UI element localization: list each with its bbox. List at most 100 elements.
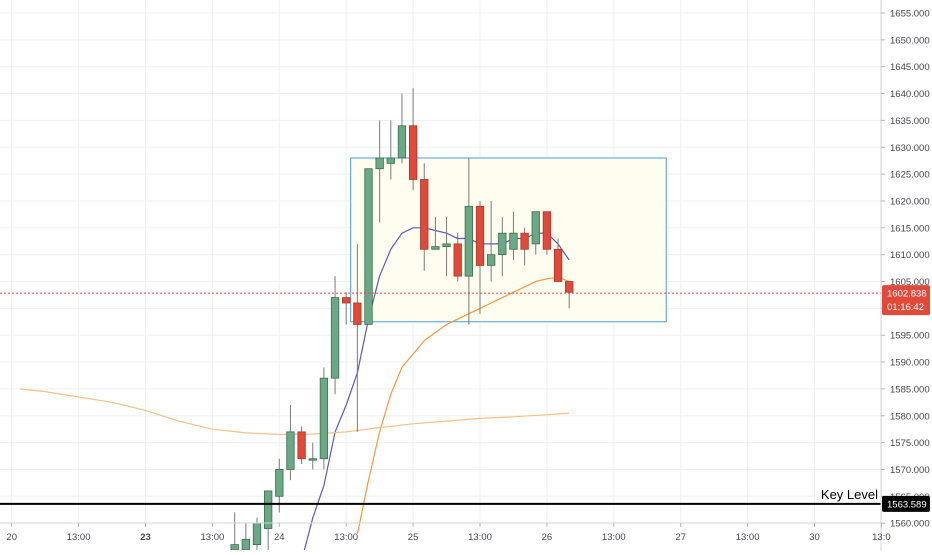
candle-body (330, 297, 340, 379)
candle-body (542, 211, 552, 250)
price-axis[interactable]: 1560.0001565.0001570.0001575.0001580.000… (880, 0, 930, 550)
time-tick-label: 13:00 (334, 532, 358, 543)
candle-up (531, 211, 540, 255)
candle-body (353, 302, 362, 325)
candle-up (241, 523, 251, 551)
candle-up (509, 211, 518, 261)
candle-down (553, 238, 563, 282)
time-tick-label: 13:0 (872, 532, 891, 543)
candle-up (442, 217, 451, 277)
candle-body (364, 168, 373, 325)
candle-body (475, 205, 485, 266)
price-axis-ticks: 1560.0001565.0001570.0001575.0001580.000… (881, 9, 930, 530)
price-tick-label: 1575.000 (890, 438, 930, 449)
candle-up (386, 120, 395, 180)
time-tick-label: 30 (809, 532, 820, 543)
time-tick-label: 13:00 (736, 532, 760, 543)
candle-up (397, 93, 407, 164)
price-tick-label: 1635.000 (890, 116, 930, 127)
candle-body (408, 125, 418, 180)
candle-down (542, 211, 552, 255)
candle-body (498, 232, 507, 256)
time-tick-label: 13:00 (201, 532, 225, 543)
candle-up (364, 168, 373, 325)
candle-body (565, 281, 574, 293)
moving-average-line-3 (19, 388, 570, 436)
candle-down (475, 200, 485, 314)
time-tick-label: 13:00 (602, 532, 626, 543)
price-tick-label: 1645.000 (890, 62, 930, 73)
candle-down (353, 243, 362, 432)
candle-up (330, 276, 340, 395)
candle-up (486, 200, 496, 282)
candle-up (319, 367, 329, 470)
candle-up (308, 442, 317, 470)
candle-down (565, 281, 574, 309)
candle-up (431, 217, 440, 250)
candle-body (230, 544, 239, 551)
candle-up (286, 405, 295, 481)
candle-body (453, 243, 462, 277)
current-price-value: 1602.838 (887, 289, 927, 300)
time-tick-label: 24 (274, 532, 285, 543)
time-axis-ticks: 20 13:00 23 13:00 24 13:00 25 13:00 26 13:00 27 13:… (6, 523, 891, 543)
time-tick-label: 13:00 (67, 532, 91, 543)
candle-down (420, 163, 429, 271)
price-tick-label: 1570.000 (890, 465, 930, 476)
price-tick-label: 1625.000 (890, 170, 930, 181)
candle-down (297, 426, 306, 465)
candle-up (230, 512, 239, 551)
candle-body (464, 205, 474, 277)
price-tick-label: 1595.000 (890, 331, 930, 342)
candle-body (486, 254, 496, 266)
candle-body (263, 490, 273, 529)
key-level-price-tag (882, 495, 930, 512)
price-tick-label: 1630.000 (890, 143, 930, 154)
candle-body (308, 458, 317, 461)
moving-average-line-2 (356, 276, 570, 535)
candle-body (386, 157, 395, 164)
price-tags: 1602.838 01:16:42 1563.589 (882, 285, 930, 512)
time-tick-label: 20 (6, 532, 17, 543)
candle-body (297, 431, 306, 460)
candle-down (453, 233, 462, 282)
key-level-group[interactable]: Key Level (0, 487, 881, 505)
time-tick-label: 25 (408, 532, 419, 543)
key-level-price-value: 1563.589 (887, 499, 927, 510)
time-tick-label: 13:00 (468, 532, 492, 543)
candle-body (531, 211, 540, 245)
price-tick-label: 1610.000 (890, 250, 930, 261)
candle-body (241, 538, 251, 551)
price-tick-label: 1620.000 (890, 196, 930, 207)
candle-body (275, 469, 284, 497)
price-tick-label: 1590.000 (890, 358, 930, 369)
price-tick-label: 1640.000 (890, 89, 930, 100)
candle-body (442, 243, 451, 247)
candle-body (375, 157, 384, 170)
time-tick-label: 23 (140, 532, 151, 543)
candle-body (252, 522, 262, 546)
candle-body (397, 125, 407, 159)
candle-down (520, 227, 529, 266)
candle-body (319, 377, 329, 460)
candle-up (263, 490, 273, 550)
candle-down (342, 292, 351, 325)
candle-body (520, 232, 529, 250)
price-tick-label: 1605.000 (890, 277, 930, 288)
candle-body (286, 431, 295, 470)
candle-body (342, 297, 351, 304)
price-tick-label: 1615.000 (890, 223, 930, 234)
key-level-label: Key Level (821, 487, 878, 502)
time-tick-label: 26 (542, 532, 553, 543)
price-tick-label: 1655.000 (890, 9, 930, 20)
current-price-tag (882, 285, 930, 316)
candle-body (431, 246, 440, 250)
candles (230, 88, 574, 551)
candle-body (420, 179, 429, 250)
candle-down (408, 88, 418, 191)
price-tick-label: 1650.000 (890, 35, 930, 46)
time-axis[interactable]: 20 13:00 23 13:00 24 13:00 25 13:00 26 13:00 27 13:… (0, 522, 891, 543)
bar-countdown: 01:16:42 (887, 302, 924, 313)
